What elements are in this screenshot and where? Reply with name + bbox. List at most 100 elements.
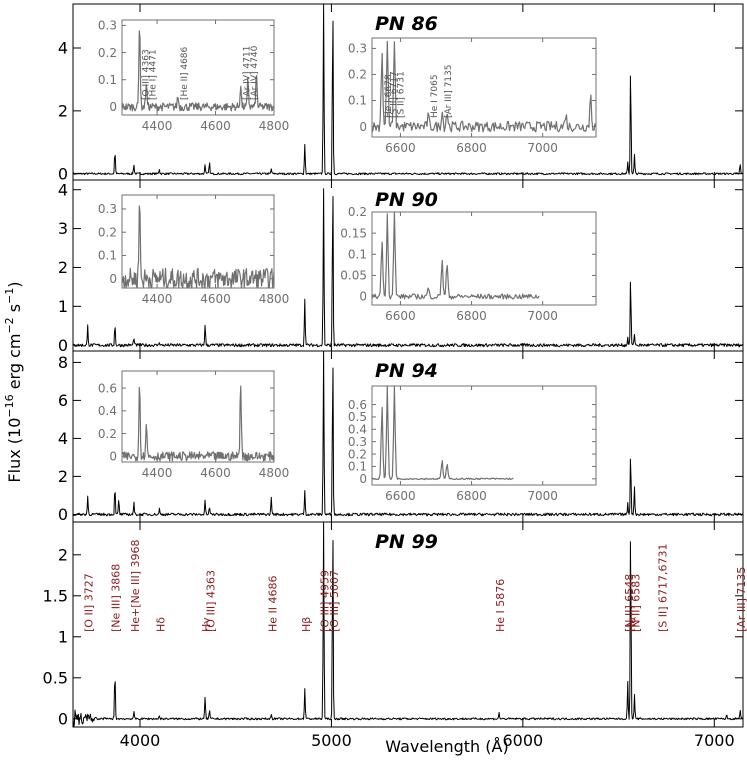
main-ytick-label: 0 <box>58 336 68 355</box>
y-label-exp-3: −1 <box>3 288 16 304</box>
inset-ytick-label: 0.05 <box>340 269 367 283</box>
main-ytick-label: 6 <box>58 391 68 410</box>
inset-spectrum-line <box>371 40 597 133</box>
panel-title: PN 99 <box>375 531 438 553</box>
inset-bg <box>372 386 596 485</box>
inset-red: 6600 6800 7000 00.10.20.30.40.50.6 <box>348 385 597 503</box>
y-axis-label: Flux (10−16 erg cm−2 s−1) <box>3 281 24 482</box>
inset-red: 6600 6800 7000 0 0.1 0.2 0.3 He I 6678[S II] 67… <box>348 37 597 155</box>
main-ytick-label: 2 <box>58 101 68 120</box>
main-ytick-label: 2 <box>58 258 68 277</box>
spectrum-line <box>72 4 744 176</box>
inset-xtick-label: 6800 <box>456 489 487 503</box>
main-xtick-label: 6000 <box>502 731 543 750</box>
inset-ytick-label: 0.15 <box>340 226 367 240</box>
inset-frame <box>371 385 597 486</box>
inset-ytick-label: 0 <box>359 472 367 486</box>
main-ytick-label: 1.5 <box>43 586 68 605</box>
line-annotation: [O III] 5007 <box>328 570 341 632</box>
inset-spectrum-line <box>371 211 540 300</box>
main-ytick-label: 8 <box>58 353 68 372</box>
inset-line-label: [Ar IV] 4740 <box>250 45 260 100</box>
inset-spectrum-line <box>121 385 275 462</box>
inset-ytick-label: 0.1 <box>348 460 367 474</box>
inset-ytick-label: 0 <box>359 290 367 304</box>
inset-ytick-label: 0.6 <box>98 381 117 395</box>
panel-title: PN 90 <box>375 189 438 211</box>
y-label-exp-2: −2 <box>3 317 16 333</box>
inset-spectrum-line <box>371 385 514 481</box>
inset-ytick-label: 0.4 <box>348 423 367 437</box>
line-annotation: [O II] 3727 <box>83 573 96 632</box>
x-axis-label: Wavelength (Å) <box>385 737 508 756</box>
main-ytick-label: 2 <box>58 467 68 486</box>
inset-ytick-label: 0.1 <box>348 94 367 108</box>
line-annotation: [N II] 6548 <box>623 574 636 632</box>
main-ytick-label: 3 <box>58 219 68 238</box>
main-ytick-label: 0 <box>58 709 68 728</box>
inset-line-label: He I 6678 <box>384 74 394 118</box>
inset-frame <box>371 37 597 138</box>
inset-bg <box>372 38 596 137</box>
inset-ytick-label: 0.6 <box>348 398 367 412</box>
main-xtick-label: 5000 <box>311 731 352 750</box>
line-annotation: [Ne III] 3868 <box>110 564 123 632</box>
inset-line-label: He I 7065 <box>430 74 440 118</box>
panel-pn-94: 0 2 4 6 8 PN 94 4400 4600 4800 0 0.2 0.4 0.6 6600 6800… <box>58 350 744 524</box>
main-ytick-label: 4 <box>58 429 68 448</box>
panel-pn-99: 4000 5000 6000 7000 0 0.5 1 1.5 2 PN 99 [O II] 372… <box>43 521 747 750</box>
main-xtick-label: 4000 <box>120 731 161 750</box>
inset-ytick-label: 0.2 <box>98 427 117 441</box>
inset-ytick-label: 0.2 <box>348 205 367 219</box>
y-label-part-1: Flux (10 <box>5 418 24 483</box>
line-annotation: He II 4686 <box>266 575 279 632</box>
inset-line-label: [S II] 6731 <box>396 71 406 118</box>
inset-xtick-label: 4400 <box>142 292 173 306</box>
spectrum-line <box>72 188 744 348</box>
panel-pn-90: 0 1 2 3 4 PN 90 4400 4600 4800 0 0.1 0.2 0.3 6600 6800… <box>58 179 744 355</box>
line-annotation: Hα <box>626 616 639 632</box>
inset-spectrum-line <box>121 30 275 112</box>
inset-ytick-label: 0 <box>109 450 117 464</box>
inset-ytick-label: 0.1 <box>348 247 367 261</box>
inset-xtick-label: 4800 <box>259 466 290 480</box>
inset-xtick-label: 6800 <box>456 309 487 323</box>
inset-xtick-label: 7000 <box>527 489 558 503</box>
inset-xtick-label: 4800 <box>259 292 290 306</box>
line-annotation: [Ar III] 7135 <box>735 567 747 632</box>
inset-ytick-label: 0.4 <box>98 404 117 418</box>
inset-xtick-label: 4800 <box>259 119 290 133</box>
panel-title: PN 94 <box>375 360 438 382</box>
inset-line-label: [He I] 4471 <box>148 49 158 100</box>
inset-ytick-label: 0 <box>109 100 117 114</box>
inset-line-label: [S II] 6717 <box>389 71 399 118</box>
inset-xtick-label: 4600 <box>200 119 231 133</box>
inset-xtick-label: 4400 <box>142 466 173 480</box>
inset-xtick-label: 7000 <box>527 309 558 323</box>
line-annotation: Hγ <box>200 617 213 632</box>
inset-xtick-label: 4600 <box>200 292 231 306</box>
line-annotation: [O III] 4363 <box>204 570 217 632</box>
panel-title: PN 86 <box>375 13 438 35</box>
inset-frame <box>121 370 275 463</box>
inset-xtick-label: 4400 <box>142 119 173 133</box>
inset-ytick-label: 0.2 <box>98 46 117 60</box>
main-ytick-label: 2 <box>58 545 68 564</box>
main-ytick-label: 4 <box>58 39 68 58</box>
inset-ytick-label: 0.1 <box>98 73 117 87</box>
inset-frame <box>371 211 597 306</box>
inset-red: 6600 6800 7000 0 0.05 0.1 0.15 0.2 <box>340 205 597 323</box>
inset-ytick-label: 0 <box>359 120 367 134</box>
inset-xtick-label: 6600 <box>385 489 416 503</box>
inset-xtick-label: 6600 <box>385 309 416 323</box>
inset-frame <box>121 19 275 116</box>
inset-ytick-label: 0.3 <box>98 19 117 33</box>
inset-xtick-label: 6800 <box>456 141 487 155</box>
main-ytick-label: 1 <box>58 297 68 316</box>
inset-ytick-label: 0.2 <box>348 447 367 461</box>
line-annotation: [O III] 4959 <box>319 570 332 632</box>
line-annotation: Hδ <box>154 617 167 632</box>
main-ytick-label: 0 <box>58 505 68 524</box>
line-annotation: He I 5876 <box>494 579 507 632</box>
